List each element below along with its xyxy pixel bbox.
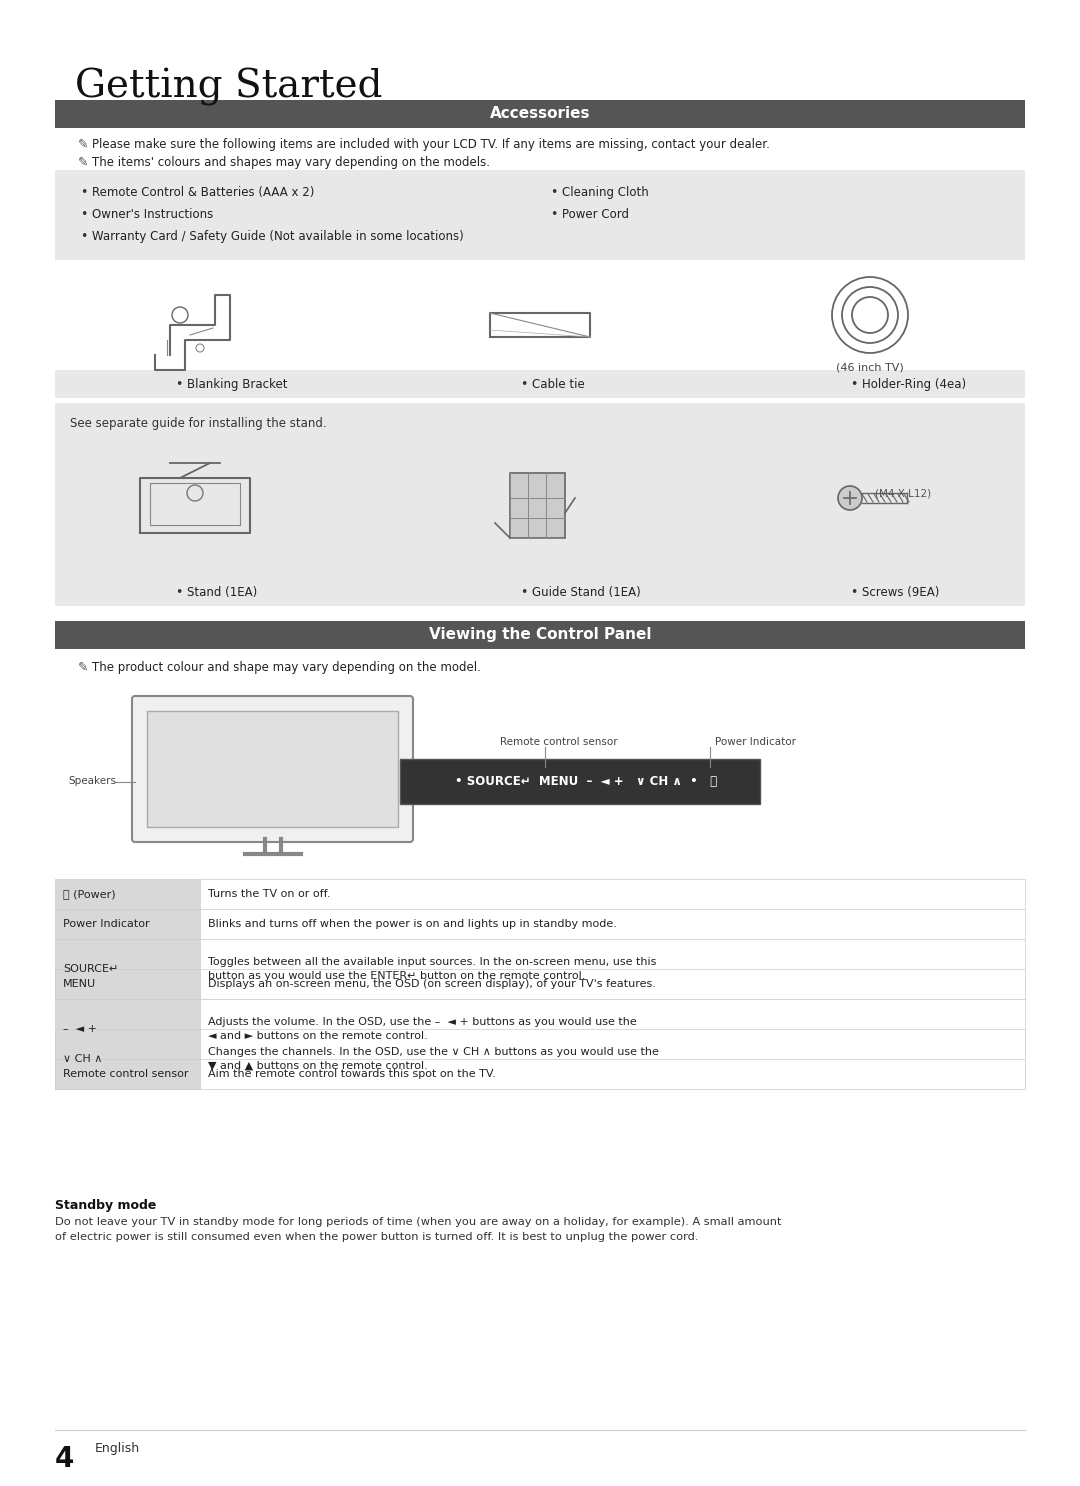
Text: ⏻ (Power): ⏻ (Power) [63, 889, 116, 899]
Text: Blanking Bracket: Blanking Bracket [187, 377, 287, 391]
Text: Cable tie: Cable tie [532, 377, 584, 391]
Bar [55, 169, 1025, 260]
Text: ∨ CH ∧: ∨ CH ∧ [63, 1054, 103, 1064]
Text: Standby mode: Standby mode [55, 1199, 157, 1213]
Text: Guide Stand (1EA): Guide Stand (1EA) [532, 585, 640, 599]
Text: Viewing the Control Panel: Viewing the Control Panel [429, 627, 651, 642]
Text: Owner's Instructions: Owner's Instructions [92, 208, 213, 221]
Text: • SOURCE↵  MENU  –  ◄ +   ∨ CH ∧  •   ⏻: • SOURCE↵ MENU – ◄ + ∨ CH ∧ • ⏻ [455, 776, 717, 788]
Bar [147, 710, 399, 828]
Text: Remote Control & Batteries (AAA x 2): Remote Control & Batteries (AAA x 2) [92, 186, 314, 199]
Bar [55, 1060, 200, 1089]
Bar [200, 909, 1025, 939]
Text: •: • [175, 585, 183, 599]
Bar [55, 999, 200, 1060]
Bar [55, 880, 200, 909]
Text: •: • [850, 585, 858, 599]
Text: (M4 X L12): (M4 X L12) [875, 487, 931, 498]
Bar [200, 880, 1025, 909]
Text: •: • [550, 186, 557, 199]
Bar [400, 759, 760, 804]
Bar [200, 1060, 1025, 1089]
Bar [55, 100, 1025, 128]
Text: Screws (9EA): Screws (9EA) [862, 585, 940, 599]
Text: •: • [850, 377, 858, 391]
FancyBboxPatch shape [132, 695, 413, 843]
Text: •: • [550, 208, 557, 221]
Text: Remote control sensor: Remote control sensor [500, 737, 618, 747]
Text: 4: 4 [55, 1444, 75, 1473]
Bar [510, 473, 565, 538]
Text: Do not leave your TV in standby mode for long periods of time (when you are away: Do not leave your TV in standby mode for… [55, 1217, 782, 1242]
Text: •: • [519, 585, 527, 599]
Text: (46 inch TV): (46 inch TV) [836, 363, 904, 372]
Text: Changes the channels. In the OSD, use the ∨ CH ∧ buttons as you would use the
▼ : Changes the channels. In the OSD, use th… [208, 1048, 659, 1071]
Text: ✎: ✎ [78, 661, 89, 675]
Bar [55, 939, 200, 999]
Text: Toggles between all the available input sources. In the on-screen menu, use this: Toggles between all the available input … [208, 957, 657, 981]
Text: •: • [80, 208, 87, 221]
Circle shape [838, 486, 862, 510]
Bar [55, 969, 200, 999]
Text: Blinks and turns off when the power is on and lights up in standby mode.: Blinks and turns off when the power is o… [208, 918, 617, 929]
Text: Getting Started: Getting Started [75, 68, 382, 106]
Bar [55, 909, 200, 939]
Text: Remote control sensor: Remote control sensor [63, 1068, 189, 1079]
Bar [200, 1028, 1025, 1089]
Text: ✎: ✎ [78, 138, 89, 152]
Text: Displays an on-screen menu, the OSD (on screen display), of your TV's features.: Displays an on-screen menu, the OSD (on … [208, 979, 656, 990]
Text: Power Indicator: Power Indicator [63, 918, 150, 929]
Text: Stand (1EA): Stand (1EA) [187, 585, 257, 599]
Text: SOURCE↵: SOURCE↵ [63, 964, 119, 973]
Text: Speakers: Speakers [68, 777, 116, 786]
Text: The product colour and shape may vary depending on the model.: The product colour and shape may vary de… [92, 661, 481, 675]
Text: Power Indicator: Power Indicator [715, 737, 796, 747]
Bar [55, 403, 1025, 578]
Text: Warranty Card / Safety Guide (Not available in some locations): Warranty Card / Safety Guide (Not availa… [92, 230, 463, 244]
Text: Holder-Ring (4ea): Holder-Ring (4ea) [862, 377, 967, 391]
Text: •: • [175, 377, 183, 391]
Text: •: • [519, 377, 527, 391]
Bar [200, 939, 1025, 999]
Text: Cleaning Cloth: Cleaning Cloth [562, 186, 649, 199]
Text: English: English [95, 1441, 140, 1455]
Bar [55, 621, 1025, 649]
Text: ✎: ✎ [78, 156, 89, 169]
Bar [55, 1028, 200, 1089]
Text: See separate guide for installing the stand.: See separate guide for installing the st… [70, 418, 326, 429]
Bar [55, 578, 1025, 606]
Text: Power Cord: Power Cord [562, 208, 629, 221]
Text: •: • [80, 230, 87, 244]
Text: The items' colours and shapes may vary depending on the models.: The items' colours and shapes may vary d… [92, 156, 490, 169]
Text: Adjusts the volume. In the OSD, use the –  ◄ + buttons as you would use the
◄ an: Adjusts the volume. In the OSD, use the … [208, 1016, 637, 1042]
Bar [200, 999, 1025, 1060]
Text: Please make sure the following items are included with your LCD TV. If any items: Please make sure the following items are… [92, 138, 770, 152]
Bar [200, 969, 1025, 999]
Text: Accessories: Accessories [489, 107, 591, 122]
Text: –  ◄ +: – ◄ + [63, 1024, 97, 1034]
Bar [55, 370, 1025, 398]
Text: Aim the remote control towards this spot on the TV.: Aim the remote control towards this spot… [208, 1068, 496, 1079]
Text: Turns the TV on or off.: Turns the TV on or off. [208, 889, 330, 899]
Text: •: • [80, 186, 87, 199]
Text: MENU: MENU [63, 979, 96, 990]
